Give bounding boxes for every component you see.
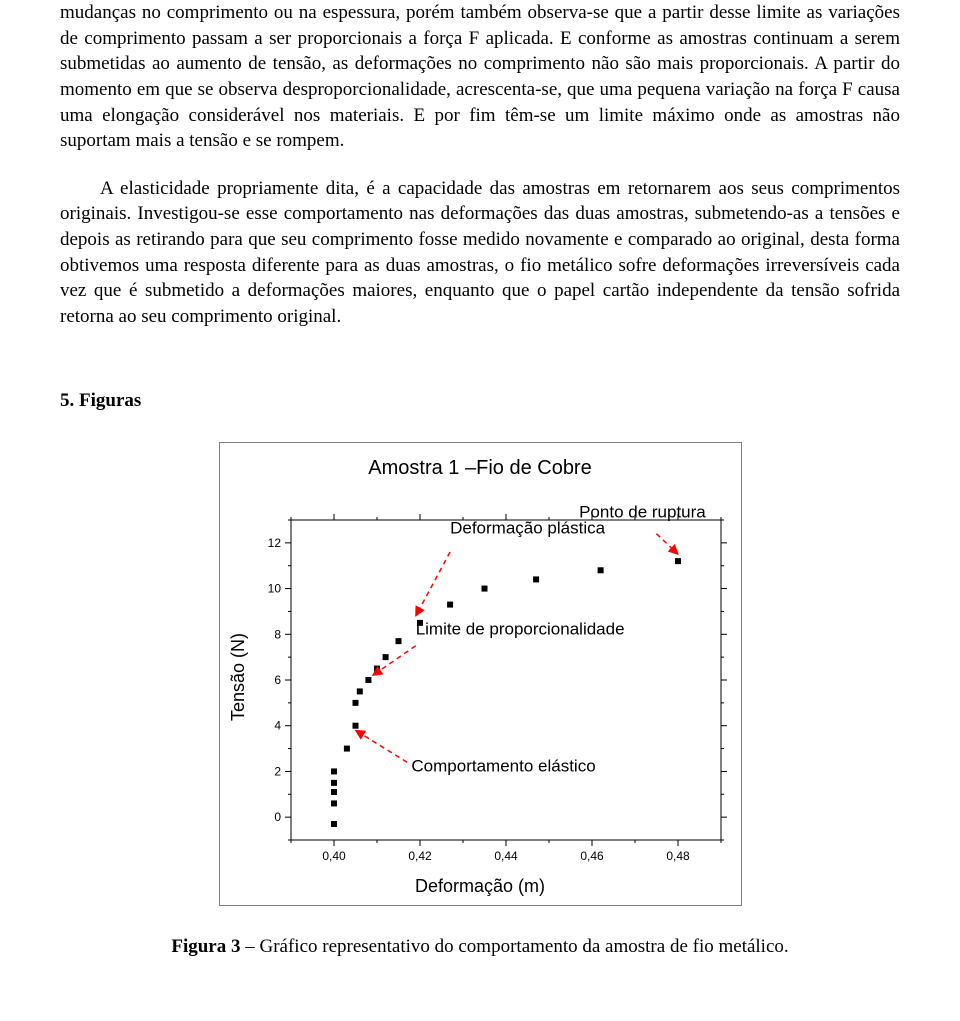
svg-text:0,44: 0,44 [494,849,518,863]
svg-text:8: 8 [274,627,281,641]
svg-text:0: 0 [274,810,281,824]
svg-text:10: 10 [267,581,281,595]
svg-text:Limite de proporcionalidade: Limite de proporcionalidade [415,619,624,638]
svg-text:0,46: 0,46 [580,849,604,863]
figure-caption-text: – Gráfico representativo do comportament… [240,936,788,957]
figure-caption: Figura 3 – Gráfico representativo do com… [60,936,900,958]
svg-text:0,48: 0,48 [666,849,690,863]
svg-text:6: 6 [274,673,281,687]
svg-text:0,40: 0,40 [322,849,346,863]
section-heading-figuras: 5. Figuras [60,390,900,412]
paragraph-1: mudanças no comprimento ou na espessura,… [60,0,900,154]
svg-text:12: 12 [267,536,281,550]
chart-xlabel: Deformação (m) [228,876,733,897]
figure-caption-label: Figura 3 [171,936,240,957]
chart-container: Amostra 1 –Fio de Cobre Tensão (N) 0 2 4 6 8… [219,442,742,906]
scatter-plot: 0246810120,400,420,440,460,48Deformação … [253,484,733,870]
figure-3: Amostra 1 –Fio de Cobre Tensão (N) 0 2 4 6 8… [60,442,900,958]
svg-text:2: 2 [274,764,281,778]
svg-text:Comportamento elástico: Comportamento elástico [411,756,595,775]
svg-text:4: 4 [274,718,281,732]
svg-text:Ponto de ruptura: Ponto de ruptura [579,502,706,521]
paragraph-2: A elasticidade propriamente dita, é a ca… [60,176,900,330]
svg-text:0,42: 0,42 [408,849,432,863]
chart-title: Amostra 1 –Fio de Cobre [228,457,733,480]
chart-ylabel: Tensão (N) [228,633,249,721]
